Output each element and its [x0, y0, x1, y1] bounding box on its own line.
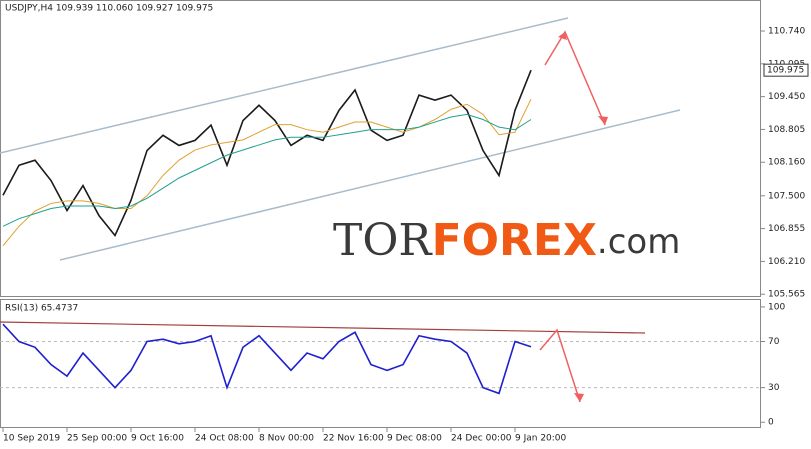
last-price: 109.975 — [767, 66, 804, 76]
rsi-frame — [0, 299, 761, 428]
y-tick-label: 106.855 — [768, 224, 805, 234]
x-tick-label: 9 Jan 20:00 — [515, 434, 567, 444]
y-tick-label: 70 — [768, 337, 780, 347]
price-frame — [0, 0, 761, 297]
forecast-arrow — [544, 30, 606, 126]
x-tick-label: 25 Sep 00:00 — [67, 434, 127, 444]
y-tick-label: 108.160 — [768, 158, 805, 168]
channel-upper — [0, 17, 569, 154]
x-tick-label: 8 Nov 00:00 — [259, 434, 314, 444]
watermark-part: .com — [597, 222, 680, 262]
watermark: TORFOREX.com — [333, 215, 680, 267]
price-box — [763, 63, 809, 77]
rsi-trendline — [0, 321, 646, 334]
y-tick-label: 105.565 — [768, 290, 805, 300]
series-line — [2, 69, 532, 237]
price-title: USDJPY,H4 109.939 110.060 109.927 109.97… — [5, 4, 213, 14]
x-tick-label: 9 Dec 08:00 — [387, 434, 442, 444]
x-tick-label: 24 Dec 00:00 — [451, 434, 512, 444]
y-tick-label: 109.450 — [768, 92, 805, 102]
watermark-part: TOR — [333, 215, 433, 266]
y-tick-label: 100 — [768, 302, 785, 312]
y-tick-label: 0 — [768, 418, 774, 428]
series-line — [2, 323, 532, 395]
y-tick-label: 30 — [768, 383, 780, 393]
y-tick-label: 110.740 — [768, 27, 805, 37]
forecast-arrow — [539, 328, 581, 403]
series-line — [2, 98, 532, 246]
arrowhead — [574, 393, 584, 402]
channel-lower — [59, 109, 681, 261]
x-tick-label: 24 Oct 08:00 — [195, 434, 254, 444]
x-tick-label: 22 Nov 16:00 — [323, 434, 384, 444]
y-tick-label: 107.500 — [768, 191, 805, 201]
arrowhead — [598, 116, 608, 125]
x-tick-label: 10 Sep 2019 — [3, 434, 60, 444]
y-tick-label: 108.805 — [768, 125, 805, 135]
arrowhead — [558, 32, 567, 40]
y-tick-label: 106.210 — [768, 257, 805, 267]
rsi-title: RSI(13) 65.4737 — [5, 304, 78, 314]
x-tick-label: 9 Oct 16:00 — [131, 434, 184, 444]
series-line — [2, 113, 532, 227]
watermark-part: FOREX — [432, 215, 597, 266]
